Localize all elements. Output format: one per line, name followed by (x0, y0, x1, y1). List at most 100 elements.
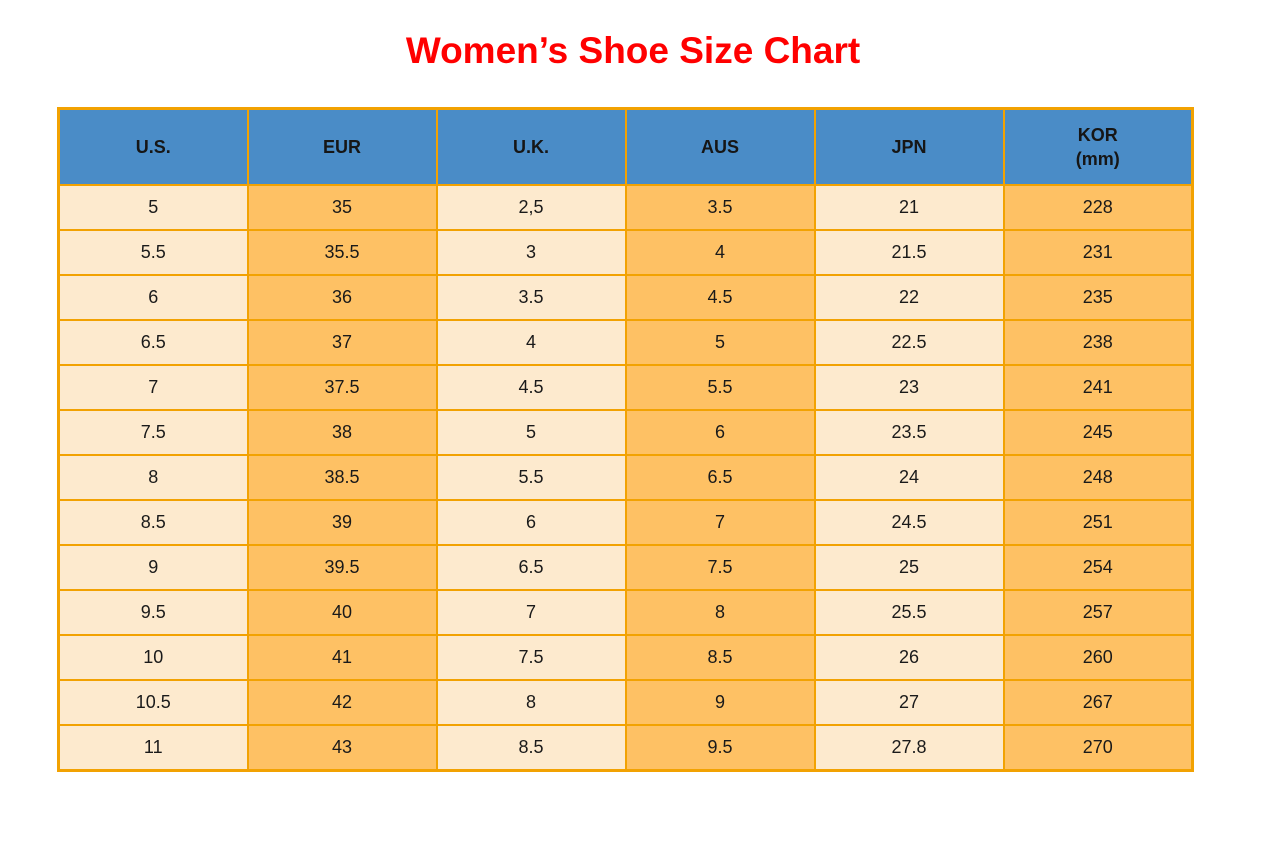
size-cell: 7.5 (435, 634, 627, 681)
size-cell: 35 (246, 184, 438, 231)
size-cell: 4.5 (435, 364, 627, 411)
size-cell: 36 (246, 274, 438, 321)
size-cell: 8.5 (624, 634, 816, 681)
size-cell: 8.5 (57, 499, 249, 546)
size-cell: 41 (246, 634, 438, 681)
size-cell: 25 (813, 544, 1005, 591)
size-cell: 42 (246, 679, 438, 726)
size-cell: 27 (813, 679, 1005, 726)
size-cell: 5.5 (435, 454, 627, 501)
table-row: 5 35 2,5 3.5 21 228 (57, 184, 1194, 231)
size-cell: 257 (1002, 589, 1194, 636)
size-cell: 270 (1002, 724, 1194, 772)
table-row: 7.5 38 5 6 23.5 245 (57, 409, 1194, 456)
size-cell: 7 (435, 589, 627, 636)
size-cell: 7.5 (57, 409, 249, 456)
size-cell: 6 (435, 499, 627, 546)
table-row: 11 43 8.5 9.5 27.8 270 (57, 724, 1194, 772)
size-cell: 231 (1002, 229, 1194, 276)
size-cell: 9.5 (57, 589, 249, 636)
size-cell: 254 (1002, 544, 1194, 591)
size-cell: 23 (813, 364, 1005, 411)
size-cell: 10.5 (57, 679, 249, 726)
size-cell: 5.5 (57, 229, 249, 276)
size-cell: 37 (246, 319, 438, 366)
size-cell: 245 (1002, 409, 1194, 456)
size-cell: 6 (624, 409, 816, 456)
size-cell: 6 (57, 274, 249, 321)
size-cell: 10 (57, 634, 249, 681)
size-cell: 25.5 (813, 589, 1005, 636)
size-cell: 11 (57, 724, 249, 772)
size-cell: 228 (1002, 184, 1194, 231)
size-cell: 38 (246, 409, 438, 456)
size-cell: 260 (1002, 634, 1194, 681)
size-cell: 8 (57, 454, 249, 501)
table-row: 10.5 42 8 9 27 267 (57, 679, 1194, 726)
size-cell: 7.5 (624, 544, 816, 591)
size-cell: 5 (624, 319, 816, 366)
size-cell: 39 (246, 499, 438, 546)
table-row: 5.5 35.5 3 4 21.5 231 (57, 229, 1194, 276)
size-cell: 43 (246, 724, 438, 772)
table-row: 6 36 3.5 4.5 22 235 (57, 274, 1194, 321)
column-header-aus: AUS (624, 107, 816, 186)
size-cell: 40 (246, 589, 438, 636)
table-row: 9 39.5 6.5 7.5 25 254 (57, 544, 1194, 591)
size-cell: 267 (1002, 679, 1194, 726)
column-header-kor-sublabel: (mm) (1075, 149, 1120, 169)
size-cell: 5.5 (624, 364, 816, 411)
size-cell: 9.5 (624, 724, 816, 772)
size-cell: 24.5 (813, 499, 1005, 546)
page-title: Women’s Shoe Size Chart (405, 30, 861, 71)
size-cell: 8.5 (435, 724, 627, 772)
size-cell: 26 (813, 634, 1005, 681)
size-cell: 22.5 (813, 319, 1005, 366)
size-cell: 238 (1002, 319, 1194, 366)
column-header-uk-label: U.K. (513, 136, 549, 157)
size-cell: 23.5 (813, 409, 1005, 456)
size-cell: 7 (624, 499, 816, 546)
size-cell: 38.5 (246, 454, 438, 501)
size-cell: 4 (435, 319, 627, 366)
size-cell: 241 (1002, 364, 1194, 411)
size-cell: 235 (1002, 274, 1194, 321)
column-header-eur-label: EUR (322, 136, 361, 157)
column-header-kor: KOR (mm) (1002, 107, 1194, 186)
table-row: 9.5 40 7 8 25.5 257 (57, 589, 1194, 636)
column-header-eur: EUR (246, 107, 438, 186)
size-cell: 9 (624, 679, 816, 726)
size-cell: 7 (57, 364, 249, 411)
column-header-jpn-label: JPN (891, 136, 927, 157)
size-cell: 251 (1002, 499, 1194, 546)
column-header-us: U.S. (57, 107, 249, 186)
size-cell: 39.5 (246, 544, 438, 591)
size-table-body: 5 35 2,5 3.5 21 228 5.5 35.5 3 4 21.5 231 6 36 3.5 4.5 2… (57, 184, 1194, 772)
size-cell: 2,5 (435, 184, 627, 231)
size-cell: 27.8 (813, 724, 1005, 772)
size-cell: 8 (435, 679, 627, 726)
size-cell: 3.5 (624, 184, 816, 231)
table-row: 6.5 37 4 5 22.5 238 (57, 319, 1194, 366)
size-cell: 5 (57, 184, 249, 231)
table-row: 10 41 7.5 8.5 26 260 (57, 634, 1194, 681)
column-header-aus-label: AUS (700, 136, 739, 157)
size-table-header: U.S. EUR U.K. AUS JPN KOR (mm) (57, 107, 1194, 186)
column-header-uk: U.K. (435, 107, 627, 186)
size-cell: 22 (813, 274, 1005, 321)
size-cell: 24 (813, 454, 1005, 501)
header-row: U.S. EUR U.K. AUS JPN KOR (mm) (57, 107, 1194, 186)
size-cell: 3 (435, 229, 627, 276)
column-header-kor-label: KOR (1077, 124, 1118, 145)
size-cell: 6.5 (57, 319, 249, 366)
size-cell: 6.5 (435, 544, 627, 591)
size-cell: 5 (435, 409, 627, 456)
column-header-jpn: JPN (813, 107, 1005, 186)
size-cell: 8 (624, 589, 816, 636)
shoe-size-table: U.S. EUR U.K. AUS JPN KOR (mm) (57, 107, 1194, 772)
size-cell: 3.5 (435, 274, 627, 321)
table-row: 8.5 39 6 7 24.5 251 (57, 499, 1194, 546)
size-cell: 35.5 (246, 229, 438, 276)
size-cell: 4 (624, 229, 816, 276)
